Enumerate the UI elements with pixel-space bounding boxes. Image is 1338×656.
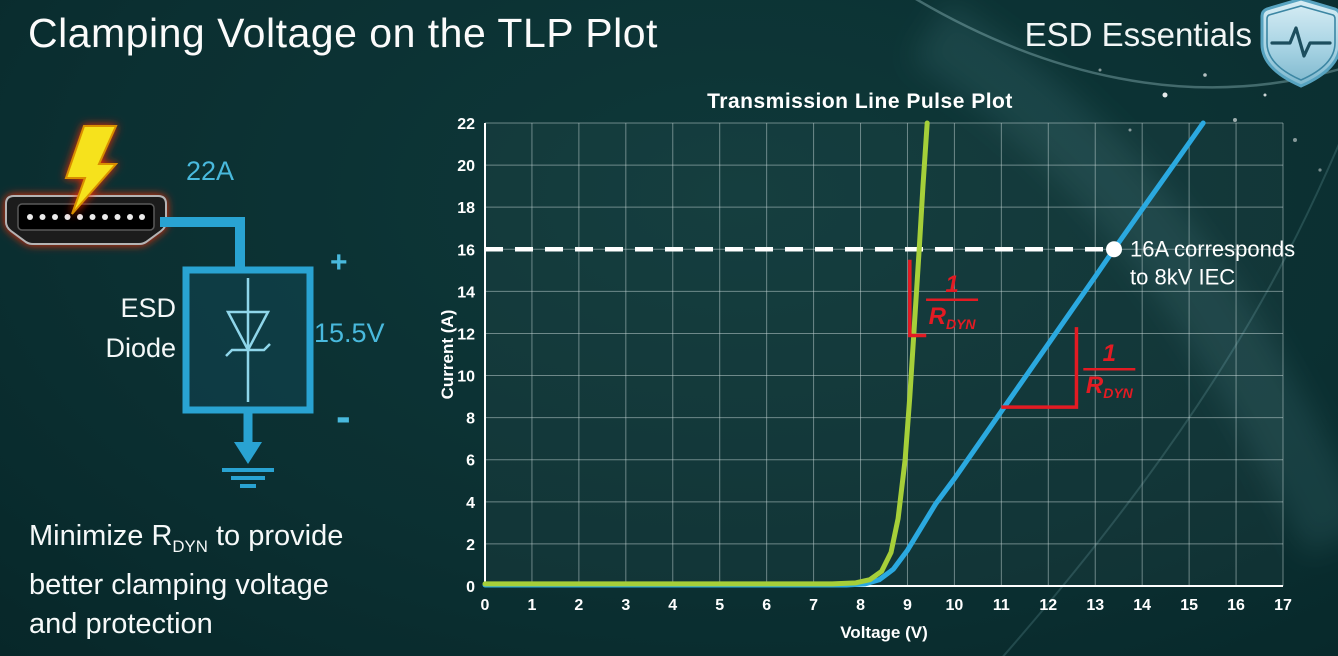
x-tick-label: 11: [993, 597, 1010, 614]
x-tick-label: 14: [1133, 597, 1151, 614]
x-tick-label: 10: [946, 597, 964, 614]
surge-current-label: 22A: [186, 156, 235, 186]
esd-shield-icon: [1260, 0, 1338, 88]
x-tick-label: 9: [903, 597, 912, 614]
y-tick-label: 8: [466, 411, 475, 428]
x-tick-label: 6: [762, 597, 771, 614]
esd-diode-label: ESD Diode: [56, 288, 176, 368]
x-tick-label: 8: [856, 597, 865, 614]
y-tick-label: 12: [457, 326, 475, 343]
x-tick-label: 15: [1180, 597, 1198, 614]
x-axis-label: Voltage (V): [840, 623, 928, 642]
x-tick-label: 4: [668, 597, 677, 614]
slope-fraction-denominator-1: RDYN: [1086, 372, 1134, 401]
minus-label: -: [336, 392, 351, 441]
y-tick-label: 22: [457, 116, 475, 133]
x-tick-label: 16: [1227, 597, 1245, 614]
x-tick-label: 5: [715, 597, 724, 614]
plus-label: +: [330, 246, 348, 279]
slide-title: Clamping Voltage on the TLP Plot: [28, 10, 658, 56]
y-tick-label: 10: [457, 369, 475, 386]
clamp-voltage-label: 15.5V: [314, 318, 385, 348]
esd-protection-diagram: [5, 125, 314, 488]
brand-title: ESD Essentials: [1024, 16, 1252, 53]
x-tick-label: 13: [1086, 597, 1104, 614]
tlp-chart: 0 1 2 3 4 5 6 7 8 9 10 11 12 13 14 15 16 17 0 2 4 6 8 10 12 14 16 1…: [438, 86, 1338, 656]
x-tick-label: 0: [481, 597, 490, 614]
curve-comparison-device-higher-rdyn: [482, 120, 1206, 588]
slope-fraction-denominator-0: RDYN: [929, 303, 977, 332]
x-tick-label: 7: [809, 597, 818, 614]
y-tick-label: 20: [457, 158, 475, 175]
footer-line-1: Minimize RDYN to provide: [29, 517, 343, 566]
marker-label-line2: to 8kV IEC: [1130, 264, 1235, 289]
footer-line1-post: to provide: [207, 520, 344, 552]
x-tick-label: 2: [574, 597, 583, 614]
x-tick-label: 12: [1039, 597, 1057, 614]
surge-wire: [160, 217, 245, 272]
esd-diode-label-line2: Diode: [105, 333, 176, 363]
slope-marker-1: [1001, 327, 1079, 409]
esd-diode-label-line1: ESD: [120, 293, 176, 323]
hdmi-connector-icon: [5, 195, 167, 245]
y-tick-label: 14: [457, 284, 475, 301]
footer-line1-sub: DYN: [172, 536, 208, 556]
y-tick-label: 16: [457, 242, 475, 259]
y-tick-label: 4: [466, 495, 475, 512]
y-tick-label: 18: [457, 200, 475, 217]
x-tick-label: 3: [621, 597, 630, 614]
lightning-bolt-icon: [64, 125, 119, 215]
x-tick-label: 1: [527, 597, 536, 614]
footer-note: Minimize RDYN to provide better clamping…: [29, 517, 343, 644]
curve-esd-diode-low-rdyn: [482, 120, 930, 587]
y-axis-label: Current (A): [440, 310, 457, 400]
y-tick-label: 6: [466, 453, 475, 470]
footer-line-3: and protection: [29, 607, 213, 640]
pulse-line-icon: [1270, 26, 1332, 58]
footer-line-2: better clamping voltage: [29, 568, 329, 601]
marker-dot-16A: [1106, 241, 1123, 258]
y-tick-label: 2: [466, 537, 475, 554]
chart-title: Transmission Line Pulse Plot: [707, 90, 1013, 113]
ground-icon: [222, 410, 274, 488]
y-tick-label: 0: [466, 579, 475, 596]
slope-marker-0: [908, 259, 927, 338]
marker-label-line1: 16A corresponds: [1130, 236, 1295, 261]
plot-area: [485, 123, 1283, 586]
slope-fraction-numerator-0: 1: [945, 271, 958, 298]
footer-line1-pre: Minimize R: [29, 520, 173, 552]
diode-symbol-icon: [225, 278, 271, 402]
tlp-chart-svg: 0 1 2 3 4 5 6 7 8 9 10 11 12 13 14 15 16 1702468101214161…: [438, 90, 1295, 642]
slope-fraction-numerator-1: 1: [1103, 340, 1116, 367]
x-tick-label: 17: [1274, 597, 1292, 614]
